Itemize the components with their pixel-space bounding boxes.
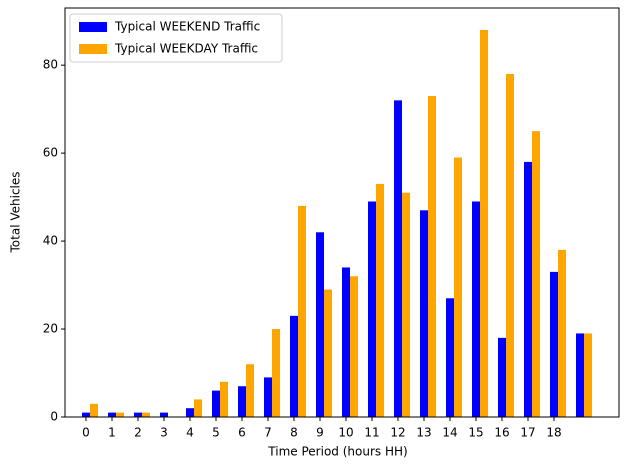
bar xyxy=(498,337,506,417)
x-tick-label: 2 xyxy=(134,426,142,440)
bar xyxy=(524,161,532,417)
bar xyxy=(350,276,358,417)
bar xyxy=(220,381,228,417)
bar xyxy=(454,157,462,417)
x-tick-label: 7 xyxy=(264,426,272,440)
x-tick-label: 5 xyxy=(212,426,220,440)
y-axis-label: Total Vehicles xyxy=(9,171,23,253)
bar xyxy=(298,205,306,417)
x-tick-label: 3 xyxy=(160,426,168,440)
bar xyxy=(90,403,98,417)
x-tick-label: 1 xyxy=(108,426,116,440)
bar xyxy=(246,364,254,417)
bar xyxy=(428,95,436,418)
x-tick-label: 17 xyxy=(520,426,535,440)
bar xyxy=(212,390,220,417)
bar xyxy=(446,298,454,417)
x-tick-label: 9 xyxy=(316,426,324,440)
y-tick-label: 0 xyxy=(50,410,58,424)
y-tick-label: 80 xyxy=(43,58,58,72)
bar xyxy=(186,408,194,417)
bar xyxy=(558,249,566,417)
bar xyxy=(160,412,168,417)
x-tick-label: 12 xyxy=(390,426,405,440)
bar xyxy=(342,267,350,417)
x-tick-label: 13 xyxy=(416,426,431,440)
bar xyxy=(272,329,280,417)
bar xyxy=(576,333,584,417)
legend-swatch xyxy=(79,44,107,54)
bar xyxy=(264,377,272,417)
x-tick-label: 11 xyxy=(364,426,379,440)
x-tick-label: 10 xyxy=(338,426,353,440)
bar xyxy=(506,73,514,417)
bar xyxy=(368,201,376,417)
x-tick-label: 8 xyxy=(290,426,298,440)
bar xyxy=(532,131,540,418)
x-tick-label: 0 xyxy=(82,426,90,440)
bar xyxy=(376,183,384,417)
bar xyxy=(324,289,332,417)
plot-frame xyxy=(64,7,620,418)
x-tick-label: 16 xyxy=(494,426,509,440)
y-tick-label: 40 xyxy=(43,234,58,248)
x-axis-label: Time Period (hours HH) xyxy=(267,445,407,459)
x-tick-label: 4 xyxy=(186,426,194,440)
x-tick-label: 15 xyxy=(468,426,483,440)
bar xyxy=(550,271,558,417)
bar xyxy=(108,412,116,417)
legend-label: Typical WEEKDAY Traffic xyxy=(114,42,258,56)
bar xyxy=(584,333,592,417)
x-tick-label: 6 xyxy=(238,426,246,440)
bar xyxy=(238,386,246,417)
bar xyxy=(472,201,480,417)
bar xyxy=(480,29,488,417)
bar xyxy=(394,100,402,418)
bar xyxy=(116,412,124,417)
y-tick-label: 60 xyxy=(43,146,58,160)
bar xyxy=(402,192,410,417)
bar xyxy=(316,232,324,417)
bar xyxy=(194,399,202,417)
legend-label: Typical WEEKEND Traffic xyxy=(114,20,260,34)
y-tick-label: 20 xyxy=(43,322,58,336)
x-tick-label: 14 xyxy=(442,426,457,440)
bar xyxy=(134,412,142,417)
legend-box xyxy=(69,13,283,63)
x-tick-label: 18 xyxy=(546,426,561,440)
bar xyxy=(290,315,298,417)
bar xyxy=(82,412,90,417)
bar xyxy=(420,210,428,417)
legend-swatch xyxy=(79,22,107,32)
bar xyxy=(142,412,150,417)
